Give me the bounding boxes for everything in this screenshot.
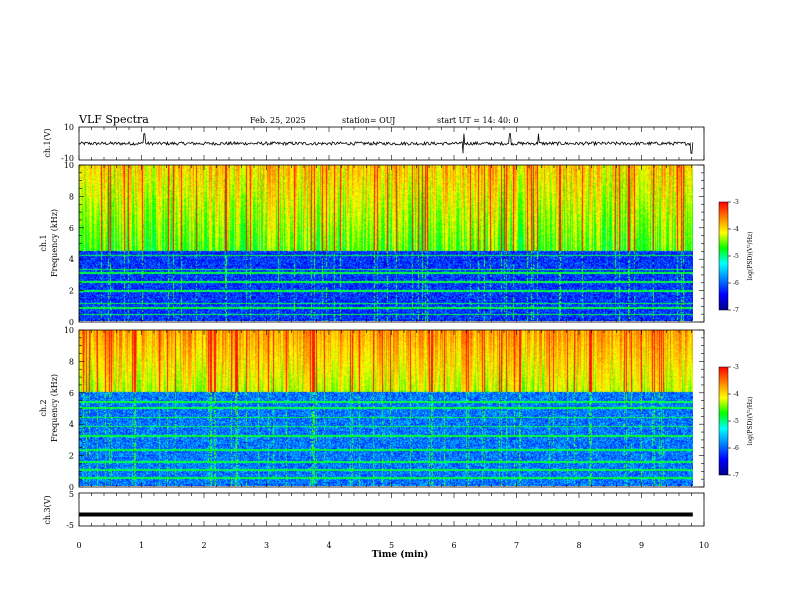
time-tick-label: 10 (699, 541, 709, 550)
ch1-colorbar-ticks: -3 -4 -5 -6 -7 (728, 199, 739, 314)
colorbar-tick-label: -6 (733, 280, 739, 287)
ch3-frame (78, 492, 705, 527)
start-time-label: start UT = 14: 40: 0 (437, 116, 518, 125)
ch3-waveform-panel: 5 -5 ch.3(V) (43, 490, 705, 530)
colorbar-tick-label: -4 (733, 226, 739, 233)
colorbar-tick-label: -3 (733, 364, 739, 371)
ch2-spectrogram-image (79, 330, 693, 486)
freq-tick-label: 0 (69, 483, 74, 492)
ch2-colorbar-label: log(PSD)(V²/Hz) (747, 397, 754, 446)
ch1-ylabel: ch.1(V) (43, 128, 52, 157)
ch1-colorbar-gradient (718, 201, 729, 311)
freq-tick-label: 4 (69, 255, 74, 264)
ch1-spectrogram-image (79, 165, 693, 321)
freq-tick-label: 2 (69, 287, 74, 296)
figure-title: VLF Spectra (78, 113, 149, 126)
colorbar-tick-label: -4 (733, 391, 739, 398)
freq-tick-label: 0 (69, 318, 74, 327)
ch3-trace (79, 512, 693, 517)
freq-tick-label: 6 (69, 389, 74, 398)
colorbar-tick-label: -7 (733, 472, 739, 479)
ch1-waveform-panel: 10 -10 ch.1(V) (43, 123, 705, 163)
date-label: Feb. 25, 2025 (250, 116, 306, 125)
time-axis-label: Time (min) (372, 549, 429, 560)
freq-tick-label: 6 (69, 224, 74, 233)
time-tick-label: 2 (201, 541, 206, 550)
colorbar-tick-label: -3 (733, 199, 739, 206)
ch3-ytick-top: 5 (69, 490, 74, 499)
time-tick-label: 6 (451, 541, 456, 550)
time-tick-label: 5 (389, 541, 394, 550)
freq-tick-label: 4 (69, 420, 74, 429)
ch1-trace (78, 133, 694, 154)
freq-tick-label: 8 (69, 192, 74, 201)
colorbar-tick-label: -6 (733, 445, 739, 452)
ch3-ylabel: ch.3(V) (43, 495, 52, 524)
ch2-channel-label: ch.2 (39, 399, 48, 416)
colorbar-tick-label: -7 (733, 307, 739, 314)
time-axis-ticks: 0 1 2 3 4 5 6 7 8 9 10 (76, 127, 709, 550)
ch3-ytick-bottom: -5 (66, 521, 74, 530)
ch1-colorbar-label: log(PSD)(V²/Hz) (747, 232, 754, 281)
colorbar-tick-label: -5 (733, 418, 739, 425)
ch2-colorbar-ticks: -3 -4 -5 -6 -7 (728, 364, 739, 479)
ch2-colorbar-gradient (718, 366, 729, 476)
ch2-spectrogram-panel: 0 2 4 6 8 10 ch.2 Frequency (kHz) (39, 326, 705, 492)
freq-tick-label: 8 (69, 357, 74, 366)
time-tick-label: 8 (576, 541, 581, 550)
ch2-freq-tick-labels: 0 2 4 6 8 10 (64, 326, 704, 492)
ch2-colorbar: -3 -4 -5 -6 -7 log(PSD)(V²/Hz) (718, 364, 754, 479)
time-tick-label: 7 (514, 541, 519, 550)
time-tick-label: 3 (264, 541, 269, 550)
colorbar-tick-label: -5 (733, 253, 739, 260)
ch2-freq-axis-label: Frequency (kHz) (50, 374, 59, 442)
time-tick-label: 0 (76, 541, 81, 550)
time-tick-label: 4 (326, 541, 331, 550)
ch1-channel-label: ch.1 (39, 234, 48, 251)
ch1-ytick-top: 10 (64, 123, 74, 132)
ch1-colorbar: -3 -4 -5 -6 -7 log(PSD)(V²/Hz) (718, 199, 754, 314)
time-tick-label: 1 (139, 541, 144, 550)
ch1-ytick-bottom: -10 (61, 154, 74, 163)
station-label: station= OUJ (342, 116, 395, 125)
ch1-spectrogram-panel: 0 2 4 6 8 10 ch.1 Frequency (kHz) (39, 161, 705, 327)
freq-tick-label: 10 (64, 326, 74, 335)
freq-tick-label: 2 (69, 452, 74, 461)
ch1-freq-tick-labels: 0 2 4 6 8 10 (64, 161, 704, 327)
freq-tick-label: 10 (64, 161, 74, 170)
ch1-freq-axis-label: Frequency (kHz) (50, 209, 59, 277)
time-tick-label: 9 (639, 541, 644, 550)
